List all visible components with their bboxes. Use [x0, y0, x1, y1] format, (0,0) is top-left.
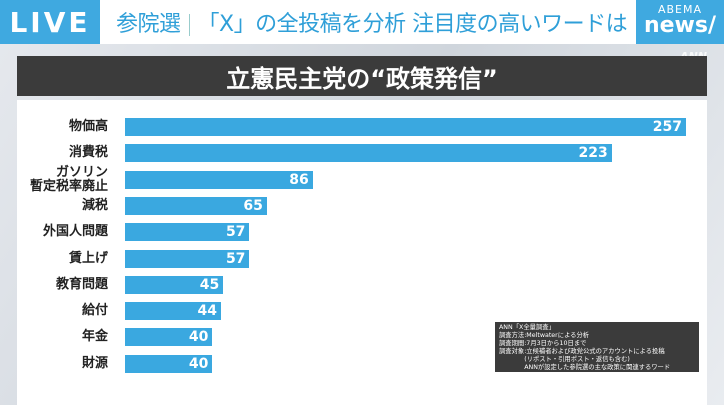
- bar: 257: [125, 118, 686, 136]
- headline-text: 「X」の全投稿を分析 注目度の高いワードは: [197, 12, 628, 37]
- data-label: 45: [199, 276, 220, 293]
- category-label: 賃上げ: [68, 250, 108, 266]
- bar: 40: [125, 354, 213, 373]
- data-label: 40: [188, 329, 209, 346]
- category-label: 減税: [81, 197, 108, 213]
- data-label: 257: [652, 119, 682, 135]
- category-label: 外国人問題: [42, 224, 108, 240]
- data-label: 86: [289, 171, 309, 188]
- data-label: 65: [243, 197, 263, 214]
- headline-tag: 参院選: [116, 12, 181, 37]
- note-line: 調査期間:7月3日から10日まで: [499, 340, 587, 347]
- category-label: 年金: [81, 329, 108, 345]
- note-line: 調査方法:Meltwaterによる分析: [499, 332, 590, 339]
- category-label: 消費税: [68, 145, 108, 161]
- note-line: 調査対象:立候補者および政党公式のアカウントによる投稿: [499, 348, 665, 355]
- divider: [188, 14, 190, 36]
- live-badge: LIVE: [0, 0, 100, 44]
- bar: 45: [125, 275, 224, 294]
- bar: 65: [125, 196, 267, 215]
- data-label: 57: [225, 250, 246, 267]
- logo-bottom: news/: [643, 13, 717, 38]
- headline: 参院選 「X」の全投稿を分析 注目度の高いワードは: [116, 6, 628, 38]
- bar: 57: [125, 223, 250, 242]
- note-line: ANN「X全量調査」: [499, 324, 555, 331]
- category-label: 財源: [81, 355, 108, 371]
- note-line: ANNが設定した参院選の主な政策に関連するワード: [499, 364, 671, 371]
- category-label: ガソリン 暫定税率廃止: [29, 164, 108, 194]
- category-label: 教育問題: [55, 276, 108, 292]
- abema-news-logo: ABEMA news/: [636, 0, 724, 44]
- chart-title: 立憲民主党の“政策発信”: [17, 56, 707, 96]
- data-label: 40: [188, 355, 209, 372]
- category-label: 給付: [81, 303, 108, 319]
- bar: 44: [125, 302, 222, 321]
- note-line: (リポスト・引用ポスト・返信も含む): [499, 356, 630, 363]
- survey-note: ANN「X全量調査」 調査方法:Meltwaterによる分析 調査期間:7月3日から…: [495, 322, 699, 372]
- bar: 223: [125, 144, 612, 163]
- data-label: 223: [578, 145, 608, 162]
- data-label: 44: [197, 303, 218, 320]
- category-label: 物価高: [68, 119, 108, 134]
- data-label: 57: [225, 224, 246, 241]
- logo-top: ABEMA: [657, 3, 703, 16]
- bar: 40: [125, 328, 213, 347]
- bar: 86: [125, 170, 313, 189]
- top-banner: [0, 0, 724, 44]
- bar: 57: [125, 249, 250, 268]
